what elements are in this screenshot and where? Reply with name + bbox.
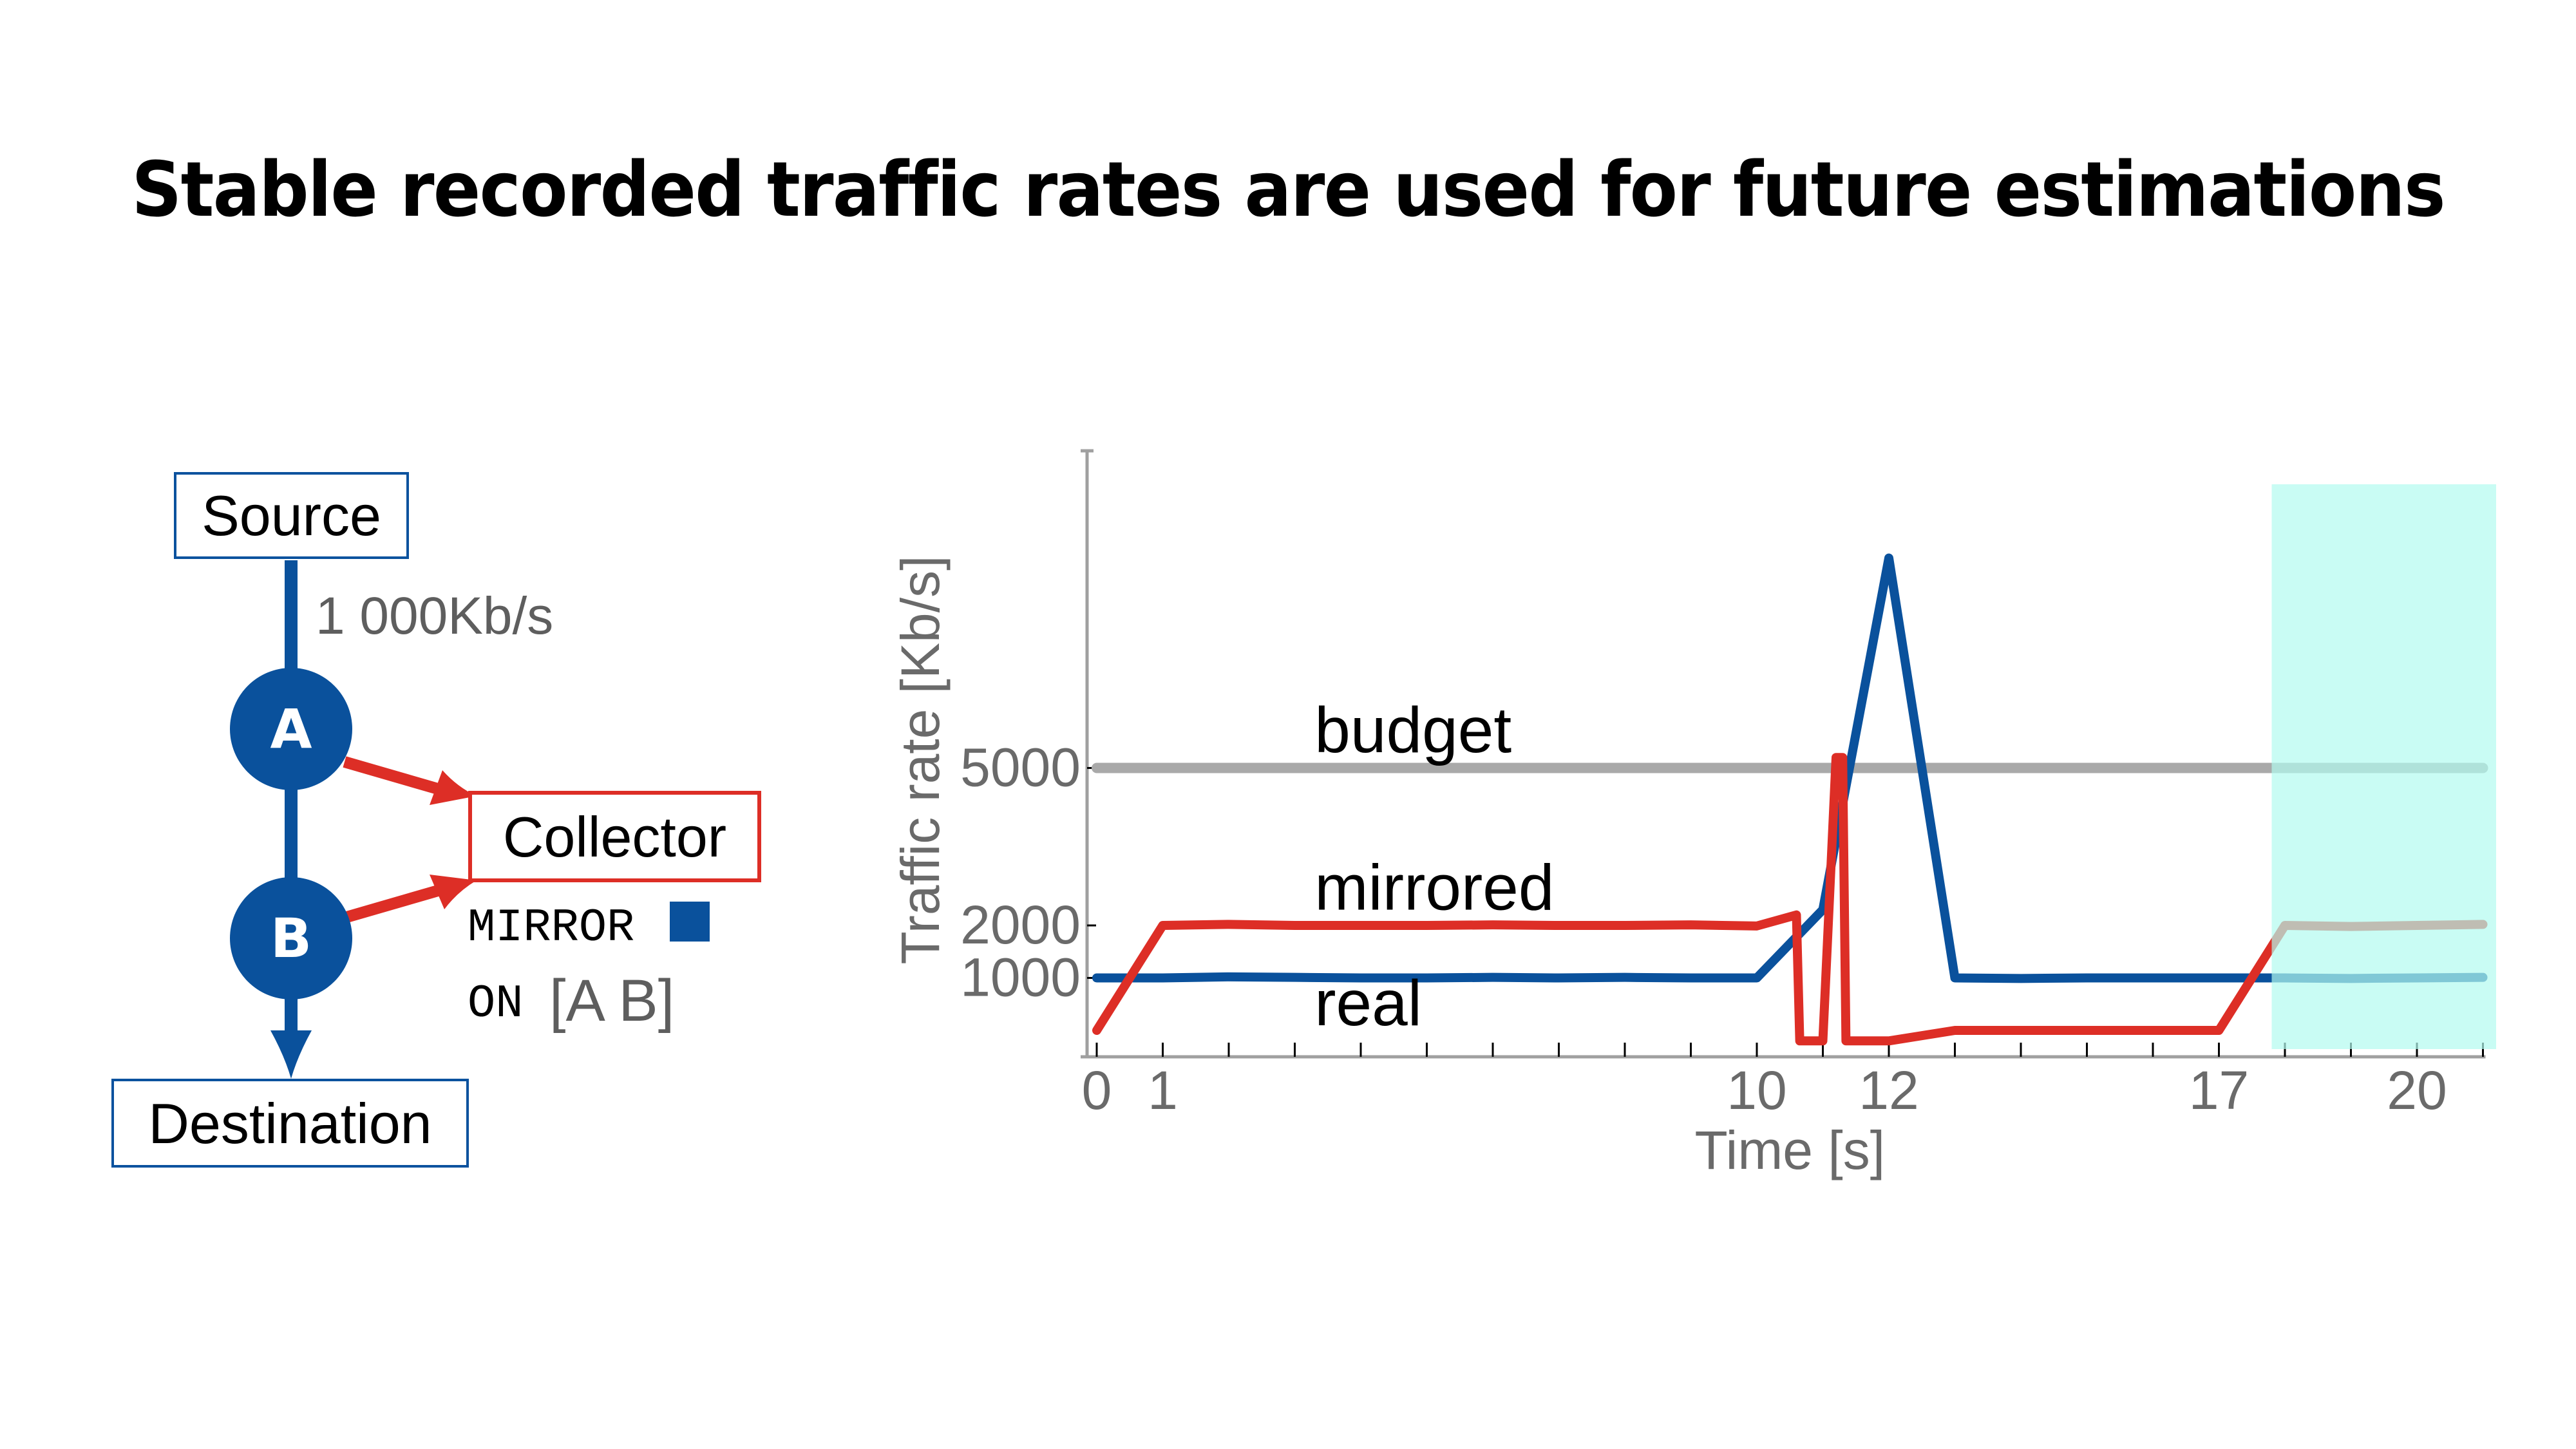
y-tick-label: 1000 [960,947,1081,1008]
b-mirror-arrowhead-icon [430,875,477,909]
x-tick-label: 1 [1148,1060,1178,1121]
b-to-collector-mirror-arrow [343,885,440,923]
x-tick-label: 10 [1727,1060,1786,1121]
a-to-collector-mirror-arrow [343,756,440,795]
x-tick-label: 17 [2189,1060,2249,1121]
x-tick-label: 20 [2387,1060,2447,1121]
y-axis-label: Traffic rate [Kb/s] [890,556,951,965]
y-tick-label: 5000 [960,737,1081,798]
query-on-keyword: ON [468,978,524,1030]
switch-b-node: B [230,877,352,999]
collector-node: Collector [468,791,761,882]
series-line-mirrored [1092,753,2488,1046]
x-tick-label: 0 [1082,1060,1112,1121]
source-label: Source [202,484,381,547]
destination-node: Destination [111,1079,469,1168]
estimation-window-highlight [2271,484,2496,1049]
query-mirror-keyword: MIRROR [468,902,635,954]
slide-title: Stable recorded traffic rates are used f… [131,145,2445,234]
x-tick-label: 12 [1859,1060,1918,1121]
query-on-args: [A B] [549,968,675,1034]
a-mirror-arrowhead-icon [430,770,477,805]
series-annotation-mirrored: mirrored [1314,852,1554,924]
link-rate-label: 1 000Kb/s [316,587,554,645]
source-node: Source [174,472,409,559]
switch-a-label: A [270,697,312,761]
series-annotation-real: real [1314,967,1422,1039]
switch-b-label: B [270,907,312,970]
collector-label: Collector [502,805,727,869]
series-annotation-budget: budget [1314,694,1511,766]
mirror-color-swatch-icon [670,902,710,942]
x-axis-label: Time [s] [1694,1120,1885,1180]
y-tick-label: 2000 [960,895,1081,955]
destination-label: Destination [148,1092,432,1155]
switch-a-node: A [230,668,352,790]
destination-arrowhead-icon [270,1030,312,1079]
